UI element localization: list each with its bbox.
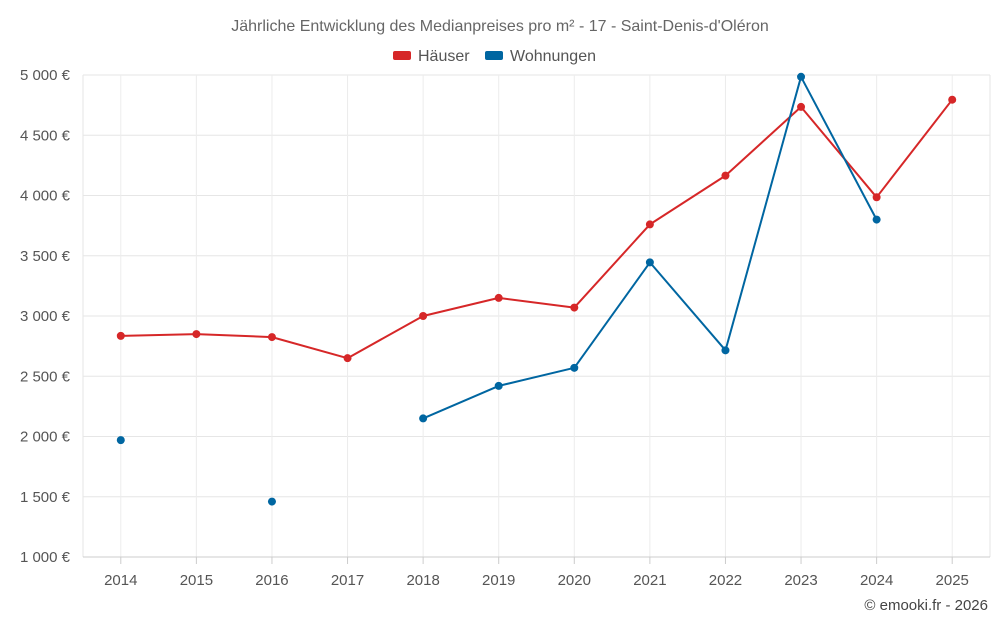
series	[116, 72, 957, 506]
grid	[82, 74, 991, 557]
legend-swatch-wohnungen	[485, 51, 503, 60]
data-point-wohnungen[interactable]	[116, 436, 125, 445]
y-tick-label: 1 500 €	[20, 489, 71, 506]
data-point-haeuser[interactable]	[721, 171, 730, 180]
data-point-haeuser[interactable]	[494, 293, 503, 302]
x-tick-label: 2016	[255, 572, 288, 589]
series-wohnungen	[116, 72, 881, 506]
data-point-haeuser[interactable]	[570, 303, 579, 312]
data-point-haeuser[interactable]	[797, 102, 806, 111]
legend-item-wohnungen[interactable]: Wohnungen	[485, 48, 596, 65]
y-tick-label: 5 000 €	[20, 67, 71, 84]
x-tick-label: 2015	[180, 572, 213, 589]
data-point-haeuser[interactable]	[343, 354, 352, 363]
y-tick-label: 2 500 €	[20, 368, 71, 385]
x-tick-label: 2018	[406, 572, 439, 589]
series-line-haeuser	[120, 99, 953, 360]
data-point-wohnungen[interactable]	[494, 381, 503, 390]
data-point-wohnungen[interactable]	[419, 414, 428, 423]
x-tick-label: 2020	[558, 572, 591, 589]
x-tick-label: 2017	[331, 572, 364, 589]
data-point-haeuser[interactable]	[116, 331, 125, 340]
x-tick-label: 2019	[482, 572, 515, 589]
series-haeuser	[116, 95, 957, 363]
x-tick-label: 2025	[936, 572, 969, 589]
data-point-wohnungen[interactable]	[267, 497, 276, 506]
y-tick-label: 4 500 €	[20, 127, 71, 144]
data-point-haeuser[interactable]	[645, 220, 654, 229]
chart-title: Jährliche Entwicklung des Medianpreises …	[231, 18, 769, 35]
y-tick-label: 3 500 €	[20, 248, 71, 265]
y-tick-label: 4 000 €	[20, 188, 71, 205]
data-point-haeuser[interactable]	[948, 95, 957, 104]
data-point-haeuser[interactable]	[192, 330, 201, 339]
legend-label-wohnungen: Wohnungen	[510, 48, 596, 65]
legend-item-haeuser[interactable]: Häuser	[393, 48, 470, 65]
legend-label-haeuser: Häuser	[418, 48, 470, 65]
data-point-wohnungen[interactable]	[721, 346, 730, 355]
x-tick-label: 2022	[709, 572, 742, 589]
data-point-wohnungen[interactable]	[645, 258, 654, 267]
y-tick-label: 2 000 €	[20, 429, 71, 446]
data-point-wohnungen[interactable]	[797, 72, 806, 81]
data-point-haeuser[interactable]	[267, 333, 276, 342]
axes: 1 000 € 1 500 € 2 000 € 2 500 € 3 000 € 3 500…	[20, 67, 990, 589]
x-tick-label: 2014	[104, 572, 137, 589]
x-tick-label: 2021	[633, 572, 666, 589]
data-point-wohnungen[interactable]	[570, 363, 579, 372]
credit-text: © emooki.fr - 2026	[864, 597, 988, 614]
legend-swatch-haeuser	[393, 51, 411, 60]
data-point-haeuser[interactable]	[419, 312, 428, 320]
legend: Häuser Wohnungen	[393, 48, 596, 65]
x-tick-label: 2023	[784, 572, 817, 589]
data-point-haeuser[interactable]	[872, 193, 881, 202]
y-tick-label: 3 000 €	[20, 308, 71, 325]
y-tick-label: 1 000 €	[20, 549, 71, 566]
data-point-wohnungen[interactable]	[872, 215, 881, 224]
x-tick-label: 2024	[860, 572, 893, 589]
